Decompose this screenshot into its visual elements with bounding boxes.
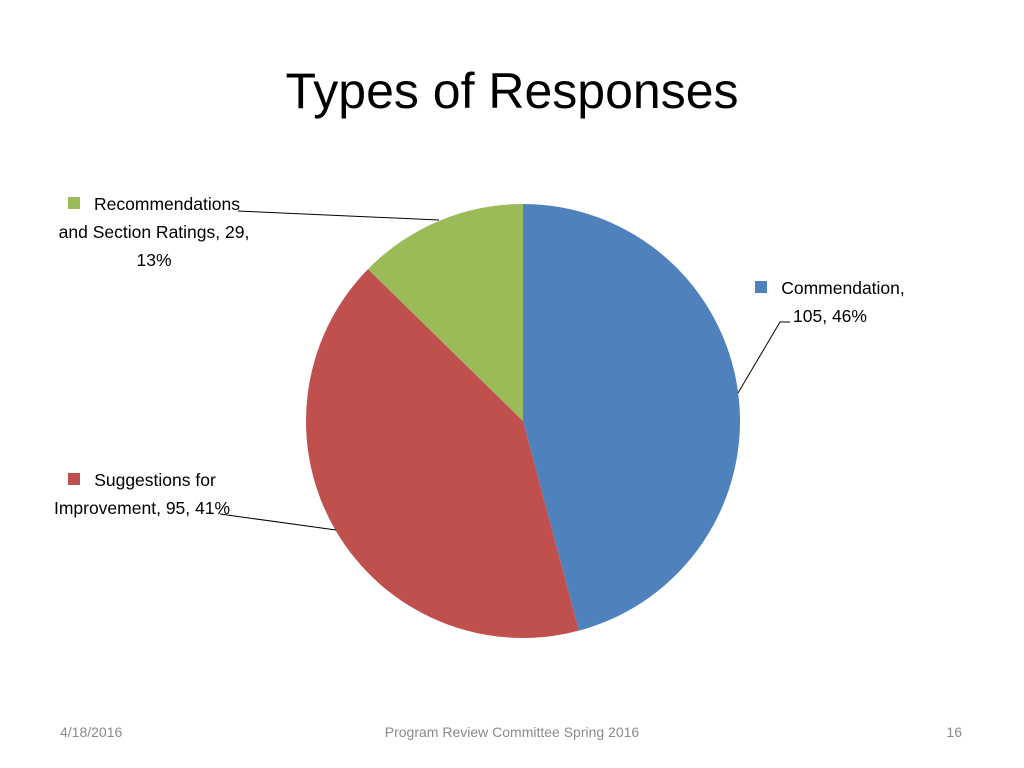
leader-line bbox=[237, 210, 440, 221]
pie bbox=[306, 204, 741, 638]
data-label: Recommendations and Section Ratings, 29,… bbox=[56, 190, 252, 274]
separator: , bbox=[156, 498, 166, 518]
category-label: Suggestions for Improvement bbox=[53, 470, 216, 518]
pie-slice bbox=[523, 204, 741, 631]
percent-label: 41% bbox=[195, 498, 231, 518]
legend-swatch bbox=[755, 281, 768, 293]
separator: , bbox=[215, 222, 226, 242]
legend-swatch bbox=[68, 197, 81, 209]
percent-label: 13% bbox=[136, 250, 172, 270]
value-label: 95 bbox=[165, 498, 186, 518]
data-label: Commendation, 105, 46% bbox=[745, 274, 915, 330]
legend-swatch bbox=[68, 473, 81, 485]
separator: , bbox=[244, 222, 250, 242]
pie-slice bbox=[367, 204, 523, 421]
separator: , bbox=[822, 306, 832, 326]
category-label: Commendation bbox=[781, 278, 900, 298]
category-label: Recommendations and Section Ratings bbox=[58, 194, 240, 242]
percent-label: 46% bbox=[831, 306, 867, 326]
value-label: 105 bbox=[793, 306, 823, 326]
leader-line bbox=[737, 321, 790, 394]
pie-slice bbox=[306, 269, 579, 638]
slide-title: Types of Responses bbox=[285, 63, 739, 119]
data-label: Suggestions for Improvement, 95, 41% bbox=[52, 466, 232, 522]
footer-date: 4/18/2016 bbox=[60, 724, 123, 740]
page-number: 16 bbox=[946, 724, 962, 740]
separator: , bbox=[185, 498, 196, 518]
footer-text: Program Review Committee Spring 2016 bbox=[384, 724, 640, 740]
separator: , bbox=[899, 278, 905, 298]
leader-line bbox=[219, 513, 337, 531]
value-label: 29 bbox=[225, 222, 245, 242]
